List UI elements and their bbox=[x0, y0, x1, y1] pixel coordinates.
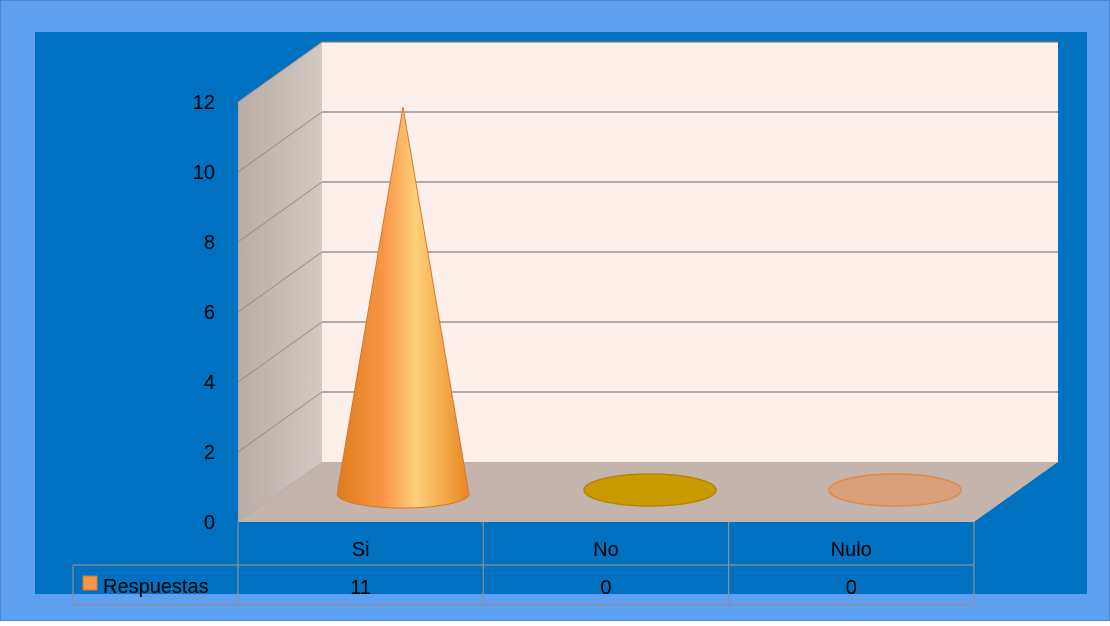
y-tick-label: 2 bbox=[204, 442, 215, 464]
side-gridline bbox=[237, 321, 323, 383]
series-label: Respuestas bbox=[103, 576, 209, 598]
table-cell-value: 11 bbox=[350, 577, 371, 599]
y-tick-label: 8 bbox=[204, 232, 215, 254]
table-cell-value: 0 bbox=[600, 577, 611, 599]
y-tick-label: 12 bbox=[193, 92, 215, 114]
table-cell-value: 0 bbox=[846, 577, 857, 599]
data-marks bbox=[336, 106, 962, 509]
disc-mark-nulo bbox=[828, 473, 962, 507]
side-gridline bbox=[237, 181, 323, 243]
category-label: No bbox=[593, 539, 619, 561]
category-label: Si bbox=[352, 539, 370, 561]
y-tick-label: 10 bbox=[193, 162, 215, 184]
y-tick-label: 0 bbox=[204, 512, 215, 534]
category-label: Nulo bbox=[831, 539, 872, 561]
side-gridline bbox=[237, 251, 323, 313]
legend-key bbox=[82, 575, 98, 591]
cone-mark-si bbox=[336, 106, 470, 509]
side-gridline bbox=[237, 111, 323, 173]
side-gridline bbox=[237, 391, 323, 453]
y-axis-ticks: 0 2 4 6 8 10 12 bbox=[193, 92, 215, 534]
y-tick-label: 4 bbox=[204, 372, 215, 394]
disc-mark-no bbox=[583, 473, 717, 507]
y-tick-label: 6 bbox=[204, 302, 215, 324]
side-gridline bbox=[237, 41, 323, 103]
data-table: Si No Nulo Respuestas 11 0 0 bbox=[72, 522, 975, 606]
